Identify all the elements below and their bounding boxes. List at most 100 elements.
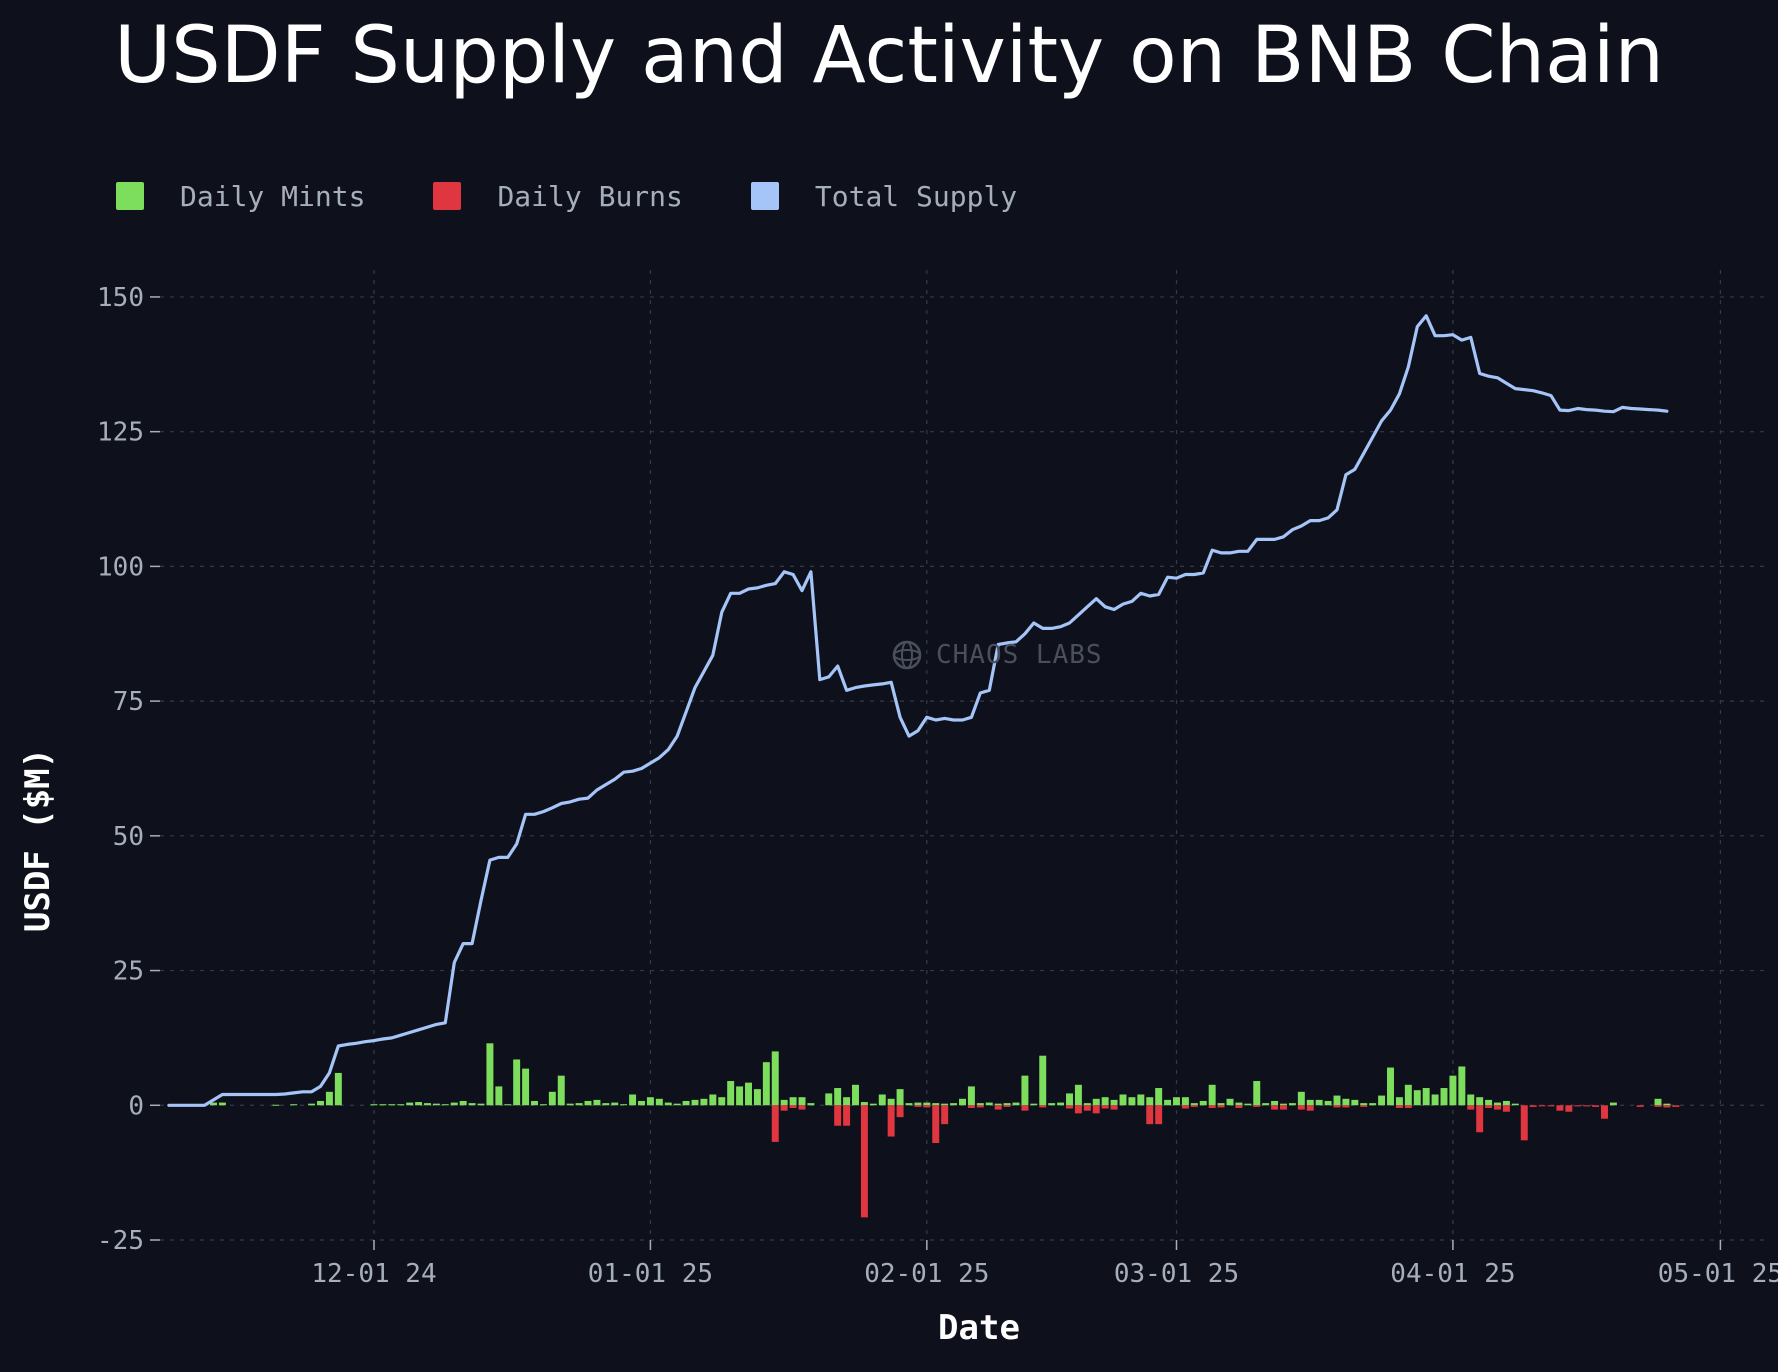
mint-bar <box>548 1091 556 1106</box>
mint-bar <box>1280 1103 1287 1106</box>
mint-bar <box>1146 1097 1154 1106</box>
burn-bar <box>1485 1105 1493 1108</box>
y-tick-label: 100 <box>97 552 144 582</box>
y-tick-label: 150 <box>97 283 144 313</box>
burn-bar <box>923 1105 931 1108</box>
mint-bar <box>1467 1094 1475 1106</box>
x-tick-label: 02-01 25 <box>864 1259 989 1289</box>
mint-bar <box>1485 1099 1493 1106</box>
total-supply-line <box>167 314 1669 1107</box>
legend: Daily Mints Daily Burns Total Supply <box>116 176 1085 216</box>
burn-bar <box>976 1105 984 1108</box>
mint-bar <box>539 1104 547 1106</box>
legend-item-mints[interactable]: Daily Mints <box>116 180 365 213</box>
mint-bar <box>450 1102 458 1106</box>
mint-bar <box>1003 1103 1011 1106</box>
burn-bar <box>1271 1105 1279 1110</box>
mint-bar <box>834 1088 842 1106</box>
mint-bar <box>700 1098 708 1106</box>
mint-bar <box>477 1103 485 1106</box>
burn-bar <box>932 1105 940 1143</box>
mint-bar <box>290 1104 298 1106</box>
mint-bar <box>397 1104 405 1106</box>
mint-bar <box>272 1104 280 1106</box>
mint-bar <box>468 1103 476 1106</box>
mint-bar <box>745 1082 752 1106</box>
burn-bar <box>1110 1105 1118 1110</box>
y-tick-label: 125 <box>97 418 144 448</box>
mint-bar <box>1458 1066 1466 1106</box>
burn-bar <box>1253 1105 1261 1107</box>
mint-bar <box>976 1103 984 1106</box>
burn-bar <box>1092 1105 1100 1114</box>
mint-bar <box>736 1086 744 1106</box>
mint-bar <box>1324 1100 1332 1106</box>
legend-item-supply[interactable]: Total Supply <box>750 180 1017 213</box>
burn-bar <box>1101 1105 1109 1109</box>
mint-bar <box>406 1102 414 1106</box>
mint-bar <box>1092 1098 1100 1106</box>
legend-swatch-mints <box>116 182 144 210</box>
mint-bar <box>985 1102 993 1106</box>
mint-bar <box>593 1099 601 1106</box>
mint-bar <box>459 1100 467 1106</box>
mint-bar <box>1663 1103 1671 1106</box>
mint-bar <box>1502 1100 1510 1106</box>
mint-bar <box>1306 1099 1314 1106</box>
y-axis-label: USDF ($M) <box>18 747 58 933</box>
mint-bar <box>923 1102 931 1106</box>
mint-bar <box>1271 1100 1279 1106</box>
y-tick-label: 0 <box>128 1091 144 1121</box>
chaos-labs-logo-icon <box>892 640 922 670</box>
burn-bar <box>1395 1105 1403 1108</box>
mint-bar <box>959 1098 966 1106</box>
mint-bar <box>771 1051 779 1106</box>
mint-bar <box>1173 1097 1180 1106</box>
mint-bar <box>486 1043 494 1106</box>
mint-bar <box>424 1103 431 1106</box>
mint-bar <box>575 1103 583 1106</box>
burn-bar <box>1547 1105 1555 1107</box>
mint-bar <box>379 1104 387 1106</box>
burn-bar <box>887 1105 895 1137</box>
mint-bar <box>1074 1084 1082 1106</box>
burn-bar <box>1021 1105 1029 1111</box>
burn-bar <box>1297 1105 1305 1110</box>
mint-bar <box>1387 1067 1394 1106</box>
mint-bar <box>557 1075 565 1106</box>
burn-bar <box>1565 1105 1573 1112</box>
mint-bar <box>1190 1103 1198 1106</box>
mint-bar <box>1066 1093 1073 1106</box>
mint-bar <box>1101 1097 1109 1106</box>
mint-bar <box>1360 1103 1368 1106</box>
x-tick-label: 12-01 24 <box>311 1259 436 1289</box>
mint-bar <box>1030 1103 1038 1106</box>
burn-bar <box>1146 1105 1154 1125</box>
burn-bar <box>1190 1105 1198 1107</box>
mint-bar <box>1351 1099 1359 1106</box>
burn-bar <box>1467 1105 1475 1110</box>
burn-bar <box>1235 1105 1243 1108</box>
burn-bar <box>1654 1105 1662 1107</box>
burn-bar <box>1074 1105 1082 1114</box>
burn-bar <box>1360 1105 1368 1107</box>
mint-bar <box>762 1062 770 1106</box>
burn-bar <box>1342 1105 1350 1108</box>
burn-bar <box>967 1105 975 1108</box>
watermark: CHAOS LABS <box>888 636 1103 674</box>
burn-bar <box>1039 1105 1047 1108</box>
legend-item-burns[interactable]: Daily Burns <box>433 180 683 213</box>
mint-bar <box>1199 1100 1207 1106</box>
mint-bar <box>1476 1097 1484 1106</box>
mint-bar <box>718 1097 726 1106</box>
mint-bar <box>905 1103 913 1106</box>
mint-bar <box>513 1059 521 1106</box>
mint-bar <box>1654 1098 1662 1106</box>
mint-bar <box>727 1081 735 1106</box>
burn-bar <box>860 1105 868 1218</box>
burn-bar <box>896 1105 904 1118</box>
mint-bar <box>887 1098 895 1106</box>
mint-bar <box>638 1100 645 1106</box>
burn-bar <box>1003 1105 1011 1107</box>
mint-bar <box>308 1103 316 1106</box>
